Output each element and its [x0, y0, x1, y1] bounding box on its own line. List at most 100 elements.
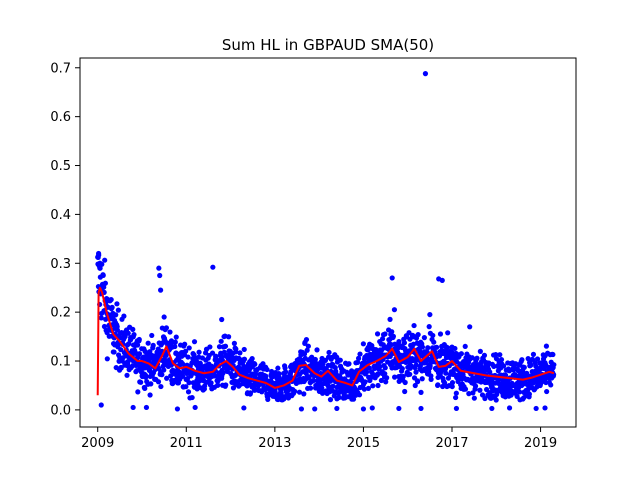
scatter-point-outlier [360, 406, 367, 412]
scatter-point [336, 394, 342, 400]
scatter-point [330, 383, 336, 389]
sma-line [96, 286, 555, 396]
scatter-point [109, 304, 115, 310]
scatter-point [369, 370, 375, 376]
scatter-point [396, 339, 402, 345]
scatter-point [361, 386, 367, 392]
scatter-point-outlier [161, 314, 167, 320]
scatter-point [314, 347, 320, 353]
scatter-point [543, 343, 550, 349]
scatter-point [472, 383, 479, 389]
scatter-point [118, 365, 124, 371]
scatter-point [434, 344, 440, 350]
scatter-point [196, 349, 202, 355]
scatter-point [481, 352, 488, 358]
y-tick-label: 0.1 [50, 355, 71, 370]
scatter-point [241, 356, 248, 362]
scatter-point [363, 369, 370, 375]
scatter-point-outlier [97, 260, 103, 266]
scatter-point [147, 392, 153, 398]
scatter-point [326, 349, 332, 356]
scatter-point [241, 346, 247, 353]
scatter-point [449, 383, 455, 390]
scatter-point-outlier [369, 405, 375, 411]
scatter-point [392, 374, 398, 380]
scatter-point [118, 347, 124, 353]
scatter-point [346, 361, 352, 367]
scatter-point [521, 364, 527, 371]
scatter-point [115, 307, 121, 313]
scatter-point [421, 335, 427, 341]
scatter-point [265, 396, 271, 403]
scatter-point-outlier [396, 405, 402, 412]
scatter-point [249, 355, 255, 362]
scatter-point-outlier [174, 406, 181, 412]
scatter-point [155, 379, 162, 385]
scatter-point [292, 388, 298, 394]
scatter-point [487, 369, 493, 375]
scatter-point [138, 379, 144, 385]
scatter-point [375, 371, 381, 377]
scatter-point [413, 369, 419, 375]
x-tick-label: 2017 [435, 436, 468, 451]
scatter-point-outlier [192, 404, 198, 411]
scatter-point-outlier [334, 405, 340, 412]
scatter-point [301, 391, 307, 397]
scatter-point [114, 327, 121, 333]
scatter-point [263, 373, 269, 379]
scatter-point [530, 351, 537, 357]
scatter-point [514, 393, 520, 399]
scatter-point [98, 315, 104, 321]
scatter-point [136, 336, 142, 343]
scatter-point [526, 391, 532, 397]
scatter-point [102, 257, 108, 263]
scatter-point [304, 347, 310, 353]
scatter-point [312, 356, 318, 363]
scatter-point [167, 329, 173, 335]
scatter-point [502, 372, 509, 378]
scatter-point-outlier [422, 71, 429, 77]
scatter-point [278, 390, 284, 396]
scatter-point [411, 322, 417, 329]
y-tick-label: 0.5 [50, 159, 71, 174]
scatter-point [282, 365, 288, 371]
scatter-point [180, 373, 186, 379]
scatter-point-outlier [506, 405, 513, 411]
scatter-point [135, 389, 141, 395]
scatter-point [143, 374, 149, 380]
scatter-point [413, 362, 419, 368]
scatter-point [282, 369, 289, 375]
scatter-point [114, 301, 120, 307]
scatter-point [216, 344, 223, 350]
scatter-point [387, 316, 393, 322]
scatter-point [231, 340, 237, 346]
scatter-point [172, 343, 178, 350]
scatter-point [247, 390, 254, 396]
scatter-point [357, 351, 363, 357]
scatter-point [186, 380, 192, 386]
x-tick-label: 2009 [81, 436, 114, 451]
scatter-point [230, 385, 237, 391]
scatter-point-outlier [156, 265, 162, 271]
scatter-point [319, 385, 325, 391]
scatter-point [162, 356, 168, 363]
scatter-point [419, 376, 425, 382]
scatter-point [548, 382, 554, 388]
scatter-point [412, 382, 418, 389]
scatter-point [360, 341, 366, 347]
scatter-point-outlier [298, 406, 305, 412]
scatter-point [149, 332, 155, 339]
scatter-point [415, 332, 421, 338]
scatter-point [97, 265, 103, 271]
scatter-point [337, 357, 343, 363]
scatter-point [491, 363, 497, 369]
scatter-point [402, 388, 408, 395]
scatter-point [426, 324, 432, 330]
scatter-point [471, 395, 477, 401]
scatter-point [374, 331, 381, 337]
scatter-point [382, 371, 388, 377]
scatter-point-outlier [389, 275, 395, 281]
scatter-point [136, 351, 143, 357]
scatter-point [466, 391, 472, 397]
